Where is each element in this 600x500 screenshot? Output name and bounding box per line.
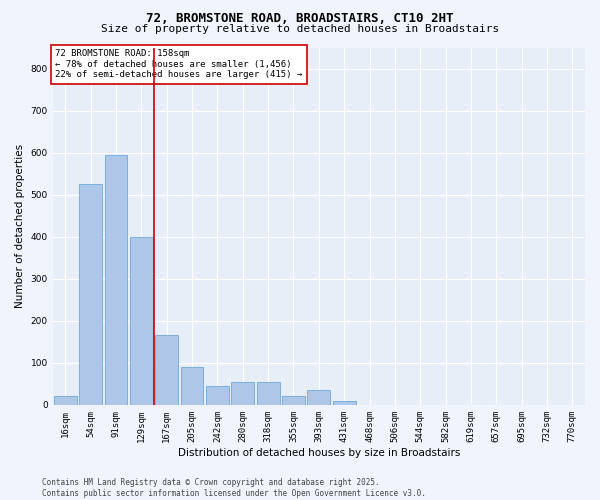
Bar (181, 367, 203, 405)
Text: Contains HM Land Registry data © Crown copyright and database right 2025.
Contai: Contains HM Land Registry data © Crown c… (42, 478, 426, 498)
Bar (333, 400, 356, 405)
Bar (282, 396, 305, 405)
Y-axis label: Number of detached properties: Number of detached properties (15, 144, 25, 308)
Bar (232, 382, 254, 405)
Bar (130, 236, 153, 405)
Text: Size of property relative to detached houses in Broadstairs: Size of property relative to detached ho… (101, 24, 499, 34)
Bar (257, 382, 280, 405)
Text: 72 BROMSTONE ROAD: 158sqm
← 78% of detached houses are smaller (1,456)
22% of se: 72 BROMSTONE ROAD: 158sqm ← 78% of detac… (55, 50, 302, 79)
Text: 72, BROMSTONE ROAD, BROADSTAIRS, CT10 2HT: 72, BROMSTONE ROAD, BROADSTAIRS, CT10 2H… (146, 12, 454, 26)
Bar (54, 396, 77, 405)
Bar (206, 386, 229, 405)
X-axis label: Distribution of detached houses by size in Broadstairs: Distribution of detached houses by size … (178, 448, 460, 458)
Bar (79, 184, 102, 405)
Bar (155, 336, 178, 405)
Bar (307, 390, 330, 405)
Bar (104, 154, 127, 405)
